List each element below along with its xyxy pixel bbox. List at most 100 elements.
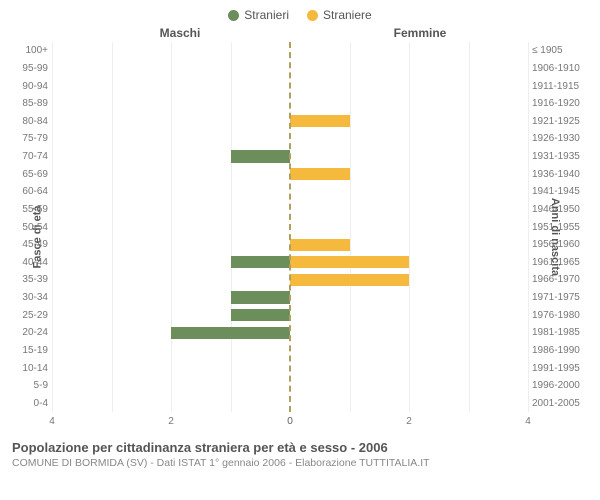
birth-year-tick: 1996-2000 bbox=[532, 380, 594, 391]
male-half bbox=[52, 377, 290, 395]
birth-year-tick: 1906-1910 bbox=[532, 63, 594, 74]
age-tick: 35-39 bbox=[10, 274, 48, 285]
male-half bbox=[52, 60, 290, 78]
female-half bbox=[290, 218, 528, 236]
female-half bbox=[290, 77, 528, 95]
age-tick: 85-89 bbox=[10, 98, 48, 109]
x-tick: 4 bbox=[525, 416, 531, 427]
male-half bbox=[52, 342, 290, 360]
female-half bbox=[290, 306, 528, 324]
birth-year-tick: 1976-1980 bbox=[532, 310, 594, 321]
male-half bbox=[52, 183, 290, 201]
plot-area: 100+≤ 190595-991906-191090-941911-191585… bbox=[52, 42, 528, 412]
birth-year-tick: ≤ 1905 bbox=[532, 45, 594, 56]
chart-title: Popolazione per cittadinanza straniera p… bbox=[12, 440, 588, 455]
legend-item-male: Stranieri bbox=[228, 8, 289, 22]
bar-male bbox=[231, 150, 291, 162]
bar-female bbox=[290, 168, 350, 180]
age-tick: 50-54 bbox=[10, 222, 48, 233]
female-half bbox=[290, 324, 528, 342]
x-tick: 0 bbox=[287, 416, 293, 427]
male-half bbox=[52, 165, 290, 183]
header-right: Femmine bbox=[300, 26, 540, 40]
female-half bbox=[290, 60, 528, 78]
center-dashed-line bbox=[289, 42, 291, 412]
bar-female bbox=[290, 274, 409, 286]
female-half bbox=[290, 289, 528, 307]
age-tick: 45-49 bbox=[10, 239, 48, 250]
bar-male bbox=[231, 256, 291, 268]
birth-year-tick: 1951-1955 bbox=[532, 222, 594, 233]
female-half bbox=[290, 395, 528, 413]
age-tick: 70-74 bbox=[10, 151, 48, 162]
birth-year-tick: 2001-2005 bbox=[532, 398, 594, 409]
legend: Stranieri Straniere bbox=[0, 0, 600, 26]
age-tick: 90-94 bbox=[10, 81, 48, 92]
bar-female bbox=[290, 256, 409, 268]
female-half bbox=[290, 201, 528, 219]
birth-year-tick: 1946-1950 bbox=[532, 204, 594, 215]
female-half bbox=[290, 113, 528, 131]
age-tick: 20-24 bbox=[10, 327, 48, 338]
bar-male bbox=[231, 309, 291, 321]
birth-year-tick: 1921-1925 bbox=[532, 116, 594, 127]
birth-year-tick: 1956-1960 bbox=[532, 239, 594, 250]
birth-year-tick: 1986-1990 bbox=[532, 345, 594, 356]
swatch-male bbox=[228, 10, 239, 21]
male-half bbox=[52, 95, 290, 113]
male-half bbox=[52, 148, 290, 166]
age-tick: 65-69 bbox=[10, 169, 48, 180]
x-tick: 2 bbox=[168, 416, 174, 427]
age-tick: 40-44 bbox=[10, 257, 48, 268]
age-tick: 60-64 bbox=[10, 186, 48, 197]
female-half bbox=[290, 236, 528, 254]
age-tick: 15-19 bbox=[10, 345, 48, 356]
legend-item-female: Straniere bbox=[307, 8, 372, 22]
male-half bbox=[52, 201, 290, 219]
swatch-female bbox=[307, 10, 318, 21]
header-left: Maschi bbox=[60, 26, 300, 40]
male-half bbox=[52, 289, 290, 307]
bar-female bbox=[290, 115, 350, 127]
legend-label-female: Straniere bbox=[323, 8, 372, 22]
birth-year-tick: 1941-1945 bbox=[532, 186, 594, 197]
female-half bbox=[290, 183, 528, 201]
x-tick: 2 bbox=[406, 416, 412, 427]
male-half bbox=[52, 271, 290, 289]
male-half bbox=[52, 359, 290, 377]
birth-year-tick: 1931-1935 bbox=[532, 151, 594, 162]
female-half bbox=[290, 95, 528, 113]
age-tick: 80-84 bbox=[10, 116, 48, 127]
female-half bbox=[290, 130, 528, 148]
age-tick: 5-9 bbox=[10, 380, 48, 391]
column-headers: Maschi Femmine bbox=[0, 26, 600, 42]
age-tick: 25-29 bbox=[10, 310, 48, 321]
birth-year-tick: 1991-1995 bbox=[532, 363, 594, 374]
male-half bbox=[52, 113, 290, 131]
birth-year-tick: 1936-1940 bbox=[532, 169, 594, 180]
bar-female bbox=[290, 239, 350, 251]
male-half bbox=[52, 218, 290, 236]
age-tick: 100+ bbox=[10, 45, 48, 56]
age-tick: 75-79 bbox=[10, 133, 48, 144]
female-half bbox=[290, 42, 528, 60]
male-half bbox=[52, 306, 290, 324]
female-half bbox=[290, 359, 528, 377]
female-half bbox=[290, 254, 528, 272]
male-half bbox=[52, 77, 290, 95]
x-axis-left: 420 bbox=[52, 414, 290, 432]
chart-subtitle: COMUNE DI BORMIDA (SV) - Dati ISTAT 1° g… bbox=[12, 457, 588, 469]
male-half bbox=[52, 42, 290, 60]
female-half bbox=[290, 271, 528, 289]
age-tick: 0-4 bbox=[10, 398, 48, 409]
male-half bbox=[52, 130, 290, 148]
female-half bbox=[290, 342, 528, 360]
caption: Popolazione per cittadinanza straniera p… bbox=[0, 432, 600, 471]
male-half bbox=[52, 395, 290, 413]
age-tick: 30-34 bbox=[10, 292, 48, 303]
gridline bbox=[528, 42, 529, 412]
x-axis-right: 0 2 4 bbox=[290, 414, 528, 432]
birth-year-tick: 1916-1920 bbox=[532, 98, 594, 109]
male-half bbox=[52, 254, 290, 272]
male-half bbox=[52, 324, 290, 342]
